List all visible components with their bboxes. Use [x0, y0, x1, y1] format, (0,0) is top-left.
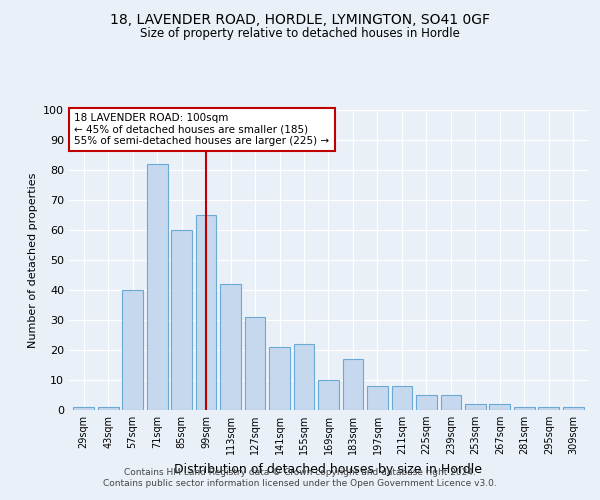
Bar: [367, 386, 388, 410]
Text: Size of property relative to detached houses in Hordle: Size of property relative to detached ho…: [140, 28, 460, 40]
Bar: [220, 284, 241, 410]
Bar: [538, 407, 559, 410]
Text: Contains HM Land Registry data © Crown copyright and database right 2024.
Contai: Contains HM Land Registry data © Crown c…: [103, 468, 497, 487]
Bar: [245, 317, 265, 410]
Bar: [392, 386, 412, 410]
Bar: [563, 407, 584, 410]
Text: 18, LAVENDER ROAD, HORDLE, LYMINGTON, SO41 0GF: 18, LAVENDER ROAD, HORDLE, LYMINGTON, SO…: [110, 12, 490, 26]
Bar: [122, 290, 143, 410]
Bar: [269, 347, 290, 410]
Bar: [440, 395, 461, 410]
Bar: [416, 395, 437, 410]
Text: 18 LAVENDER ROAD: 100sqm
← 45% of detached houses are smaller (185)
55% of semi-: 18 LAVENDER ROAD: 100sqm ← 45% of detach…: [74, 113, 329, 146]
X-axis label: Distribution of detached houses by size in Hordle: Distribution of detached houses by size …: [175, 462, 482, 475]
Bar: [147, 164, 167, 410]
Bar: [196, 215, 217, 410]
Bar: [465, 404, 486, 410]
Bar: [171, 230, 192, 410]
Bar: [490, 404, 510, 410]
Y-axis label: Number of detached properties: Number of detached properties: [28, 172, 38, 348]
Bar: [293, 344, 314, 410]
Bar: [343, 359, 364, 410]
Bar: [514, 407, 535, 410]
Bar: [318, 380, 339, 410]
Bar: [98, 407, 119, 410]
Bar: [73, 407, 94, 410]
